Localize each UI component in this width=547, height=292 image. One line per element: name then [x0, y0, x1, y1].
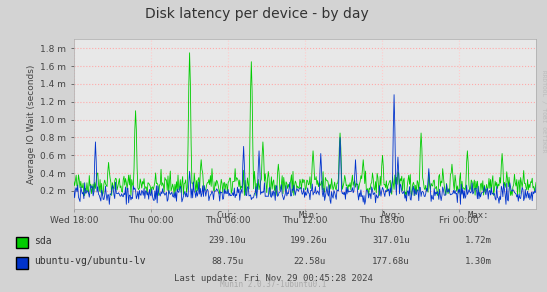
Text: Disk latency per device - by day: Disk latency per device - by day: [145, 7, 369, 21]
Text: 1.72m: 1.72m: [465, 237, 492, 245]
Text: Cur:: Cur:: [216, 211, 238, 220]
Text: Last update: Fri Nov 29 00:45:28 2024: Last update: Fri Nov 29 00:45:28 2024: [174, 274, 373, 283]
Text: Min:: Min:: [298, 211, 320, 220]
Text: 239.10u: 239.10u: [208, 237, 246, 245]
Text: ubuntu-vg/ubuntu-lv: ubuntu-vg/ubuntu-lv: [34, 256, 146, 266]
Text: sda: sda: [34, 236, 51, 246]
Text: 88.75u: 88.75u: [211, 257, 243, 266]
Text: RRDTOOL / TOBI OETIKER: RRDTOOL / TOBI OETIKER: [542, 70, 546, 152]
Text: Avg:: Avg:: [380, 211, 402, 220]
Text: Munin 2.0.37-1ubuntu0.1: Munin 2.0.37-1ubuntu0.1: [220, 280, 327, 289]
Text: 1.30m: 1.30m: [465, 257, 492, 266]
Text: 177.68u: 177.68u: [373, 257, 410, 266]
Text: 22.58u: 22.58u: [293, 257, 325, 266]
Text: 317.01u: 317.01u: [373, 237, 410, 245]
Text: 199.26u: 199.26u: [290, 237, 328, 245]
Y-axis label: Average IO Wait (seconds): Average IO Wait (seconds): [27, 65, 36, 184]
Text: Max:: Max:: [468, 211, 490, 220]
